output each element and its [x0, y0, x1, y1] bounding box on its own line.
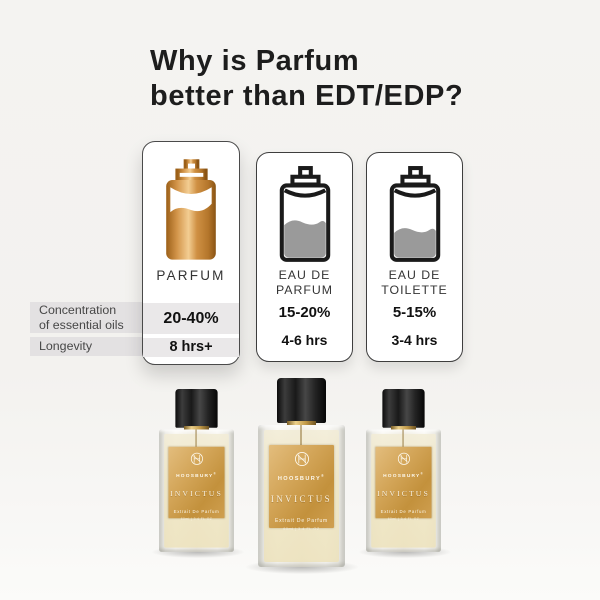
edp-concentration-value: 15-20%: [278, 304, 331, 321]
edt-concentration-value: 5-15%: [392, 304, 437, 321]
bottle-cap: [382, 389, 425, 428]
product-name: INVICTUS: [270, 493, 333, 504]
parfum-longevity-value: 8 hrs+: [143, 338, 239, 357]
product-bottle-right: HOOSBURY® INVICTUS Extrait De Parfum 60m…: [366, 389, 441, 552]
brand-monogram-icon: [294, 452, 309, 466]
bottle-cap: [175, 389, 218, 428]
card-eau-de-toilette-label: EAU DE TOILETTE: [381, 268, 448, 297]
bottle-cap: [277, 378, 326, 423]
product-name: INVICTUS: [170, 488, 223, 498]
page-title: Why is Parfum better than EDT/EDP?: [150, 44, 463, 114]
bottle-collar: [183, 426, 209, 433]
product-type: Extrait De Parfum: [380, 509, 427, 515]
gold-bottle-icon: [166, 159, 216, 260]
dip-tube: [195, 429, 197, 451]
brand-name: HOOSBURY®: [176, 471, 217, 479]
card-eau-de-parfum-label: EAU DE PARFUM: [275, 268, 333, 297]
card-eau-de-toilette: EAU DE TOILETTE 5-15% 3-4 hrs: [366, 152, 463, 362]
title-line-1: Why is Parfum: [150, 45, 360, 77]
bottle-collar: [390, 426, 416, 433]
brand-monogram-icon: [190, 452, 203, 465]
product-size: 60ml | 3.4 FL.OZ: [283, 526, 320, 531]
row-label-concentration: Concentration of essential oils: [30, 302, 143, 333]
row-label-longevity: Longevity: [30, 337, 143, 356]
edt-longevity-value: 3-4 hrs: [391, 332, 438, 348]
product-bottle-left: HOOSBURY® INVICTUS Extrait De Parfum 60m…: [159, 389, 234, 552]
product-bottle-center: HOOSBURY® INVICTUS Extrait De Parfum 60m…: [258, 378, 345, 567]
dip-tube: [402, 429, 404, 451]
card-eau-de-parfum: EAU DE PARFUM 15-20% 4-6 hrs: [256, 152, 353, 362]
row-label-concentration-line2: of essential oils: [39, 317, 124, 332]
card-parfum-label: PARFUM: [156, 268, 226, 283]
product-type: Extrait De Parfum: [173, 509, 220, 515]
product-label: HOOSBURY® INVICTUS Extrait De Parfum 60m…: [168, 446, 225, 521]
edp-longevity-value: 4-6 hrs: [281, 332, 328, 348]
brand-name: HOOSBURY®: [277, 474, 326, 482]
parfum-concentration-value: 20-40%: [143, 303, 239, 334]
product-size: 60ml | 3.4 FL.OZ: [387, 517, 420, 521]
card-parfum: PARFUM 20-40% 8 hrs+: [142, 141, 240, 365]
title-line-2: better than EDT/EDP?: [150, 80, 464, 112]
outline-bottle-icon: [389, 166, 440, 262]
dip-tube: [300, 425, 302, 449]
product-name: INVICTUS: [377, 488, 430, 498]
bottle-collar: [287, 421, 316, 428]
outline-bottle-icon: [279, 166, 330, 262]
product-label: HOOSBURY® INVICTUS Extrait De Parfum 60m…: [269, 445, 334, 531]
brand-name: HOOSBURY®: [383, 471, 424, 479]
product-label: HOOSBURY® INVICTUS Extrait De Parfum 60m…: [375, 446, 432, 521]
brand-monogram-icon: [397, 452, 410, 465]
product-type: Extrait De Parfum: [274, 517, 329, 524]
product-size: 60ml | 3.4 FL.OZ: [180, 517, 213, 521]
row-label-concentration-line1: Concentration: [39, 303, 117, 317]
